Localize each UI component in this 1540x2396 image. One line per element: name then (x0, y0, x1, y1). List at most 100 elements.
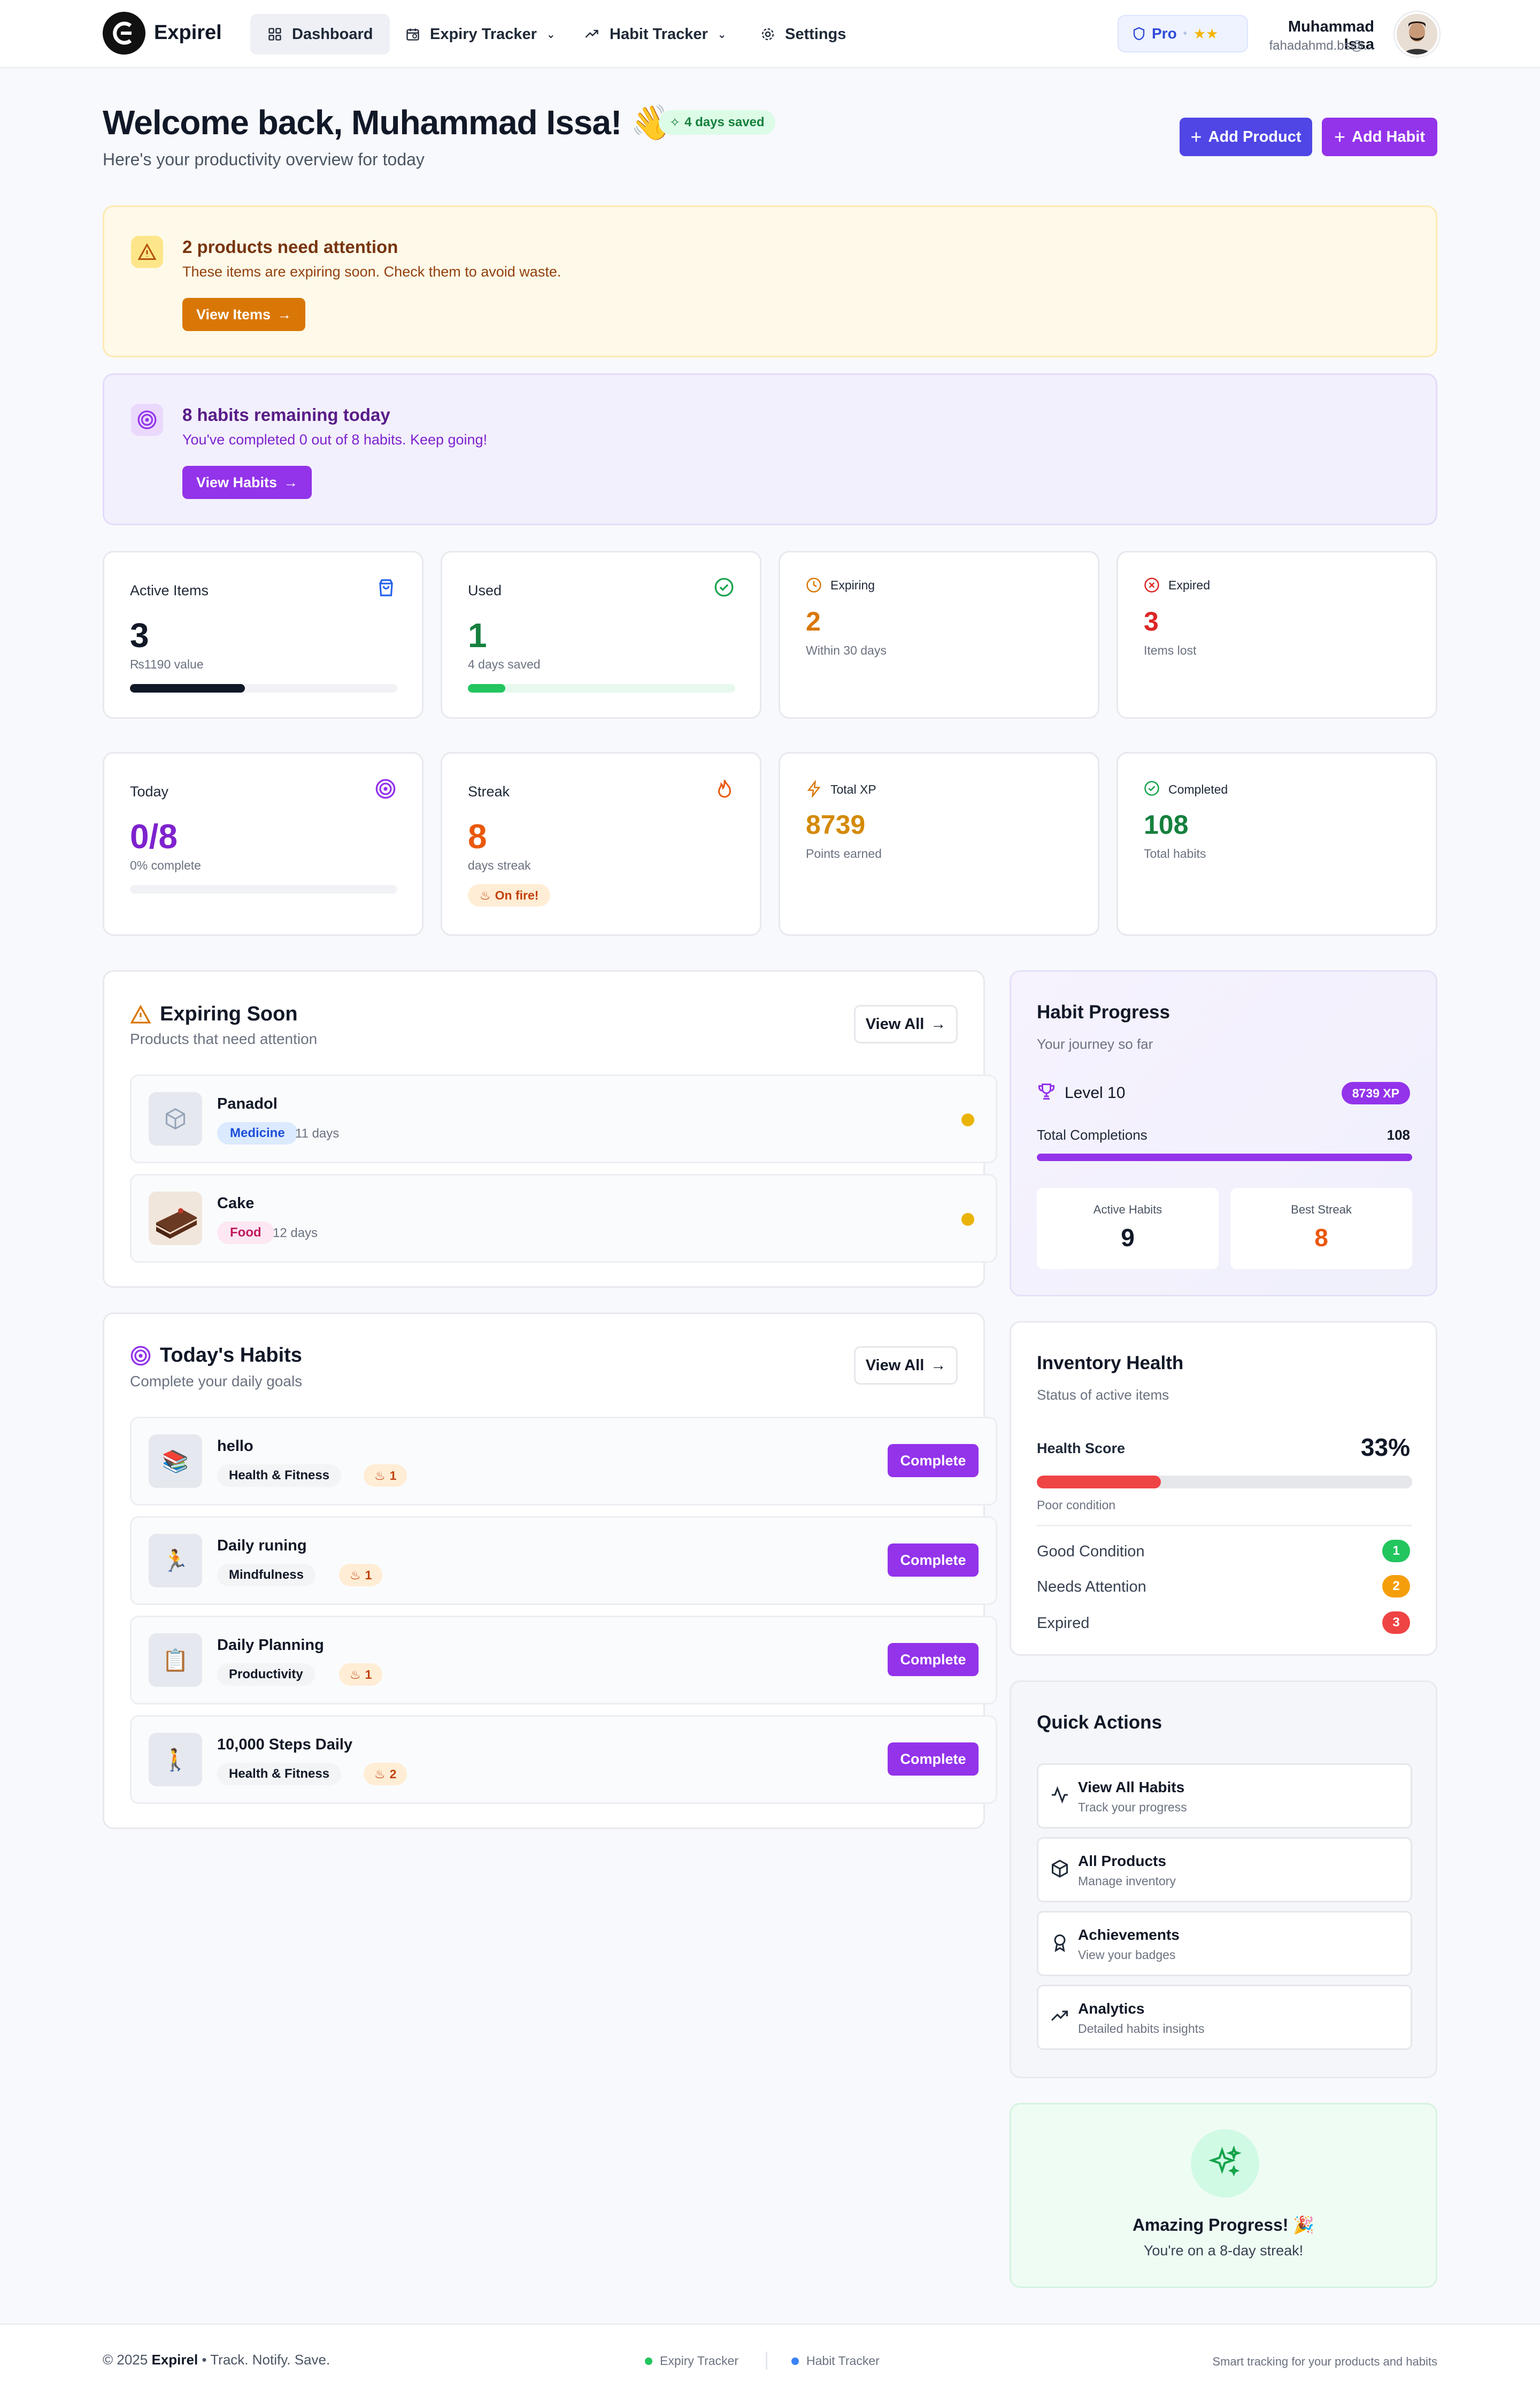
quick-action-analytics[interactable]: Analytics Detailed habits insights (1037, 1985, 1412, 2050)
habit-row: 📚 hello Health & Fitness ♨ 1 Complete (130, 1417, 997, 1506)
stat-caption: days streak (468, 858, 531, 872)
add-product-button[interactable]: + Add Product (1180, 118, 1312, 156)
view-all-label: View All (865, 1015, 925, 1033)
expired-count: 3 (1382, 1611, 1410, 1634)
add-habit-label: Add Habit (1352, 128, 1425, 145)
list-item[interactable]: Cake Food 12 days (130, 1174, 997, 1263)
sparkles-icon: ✧ (669, 115, 681, 130)
x-circle-icon (1144, 578, 1159, 593)
footer-brand: Expirel (151, 2352, 198, 2368)
alert-description: These items are expiring soon. Check the… (182, 264, 561, 280)
nav-dashboard[interactable]: Dashboard (250, 14, 390, 55)
list-item[interactable]: Panadol Medicine 11 days (130, 1074, 997, 1163)
nav-habit-tracker[interactable]: Habit Tracker ⌄ (567, 14, 744, 55)
todays-habits-panel: Today's Habits Complete your daily goals… (103, 1312, 997, 1829)
products-attention-alert: 2 products need attention These items ar… (103, 205, 1437, 357)
complete-habit-button[interactable]: Complete (888, 1444, 979, 1477)
quick-action-view-habits[interactable]: View All Habits Track your progress (1037, 1763, 1412, 1829)
activity-icon (1052, 1786, 1068, 1804)
check-circle-icon (1144, 781, 1159, 796)
shopping-bag-icon (379, 579, 393, 596)
on-fire-badge: ♨ On fire! (468, 884, 551, 907)
habit-progress-subtitle: Your journey so far (1037, 1036, 1153, 1052)
section-subtitle: Products that need attention (130, 1031, 318, 1047)
plus-icon: + (1190, 126, 1202, 148)
needs-attention-count: 2 (1382, 1575, 1410, 1598)
days-saved-badge: ✧ 4 days saved (659, 110, 775, 135)
today-bar (130, 885, 397, 894)
flame-icon: ♨ (374, 1468, 386, 1483)
product-name: Panadol (217, 1095, 278, 1112)
copyright: © 2025 Expirel • Track. Notify. Save. (103, 2352, 330, 2368)
pro-plan-badge[interactable]: Pro • ★★ (1118, 15, 1248, 52)
copyright-prefix: © 2025 (103, 2352, 152, 2368)
active-items-bar (130, 684, 397, 693)
quick-action-desc: Track your progress (1078, 1800, 1187, 1814)
completions-bar (1037, 1154, 1412, 1161)
category-tag: Food (217, 1222, 274, 1244)
nav-settings-label: Settings (785, 25, 846, 43)
footer-link-habit[interactable]: Habit Tracker (791, 2354, 880, 2368)
quick-action-desc: View your badges (1078, 1948, 1176, 1962)
good-condition-label: Good Condition (1037, 1543, 1145, 1560)
box-icon (149, 1092, 202, 1146)
trending-up-icon (585, 29, 598, 38)
stat-value: 3 (130, 616, 149, 655)
trending-icon (1051, 2010, 1068, 2021)
habit-streak-badge: ♨ 1 (364, 1464, 407, 1487)
stat-label: Today (130, 784, 169, 800)
category-tag: Medicine (217, 1122, 298, 1145)
footer-link-expiry[interactable]: Expiry Tracker (645, 2354, 738, 2368)
view-all-habits-button[interactable]: View All → (854, 1346, 958, 1385)
shield-icon (1133, 27, 1145, 41)
view-items-button[interactable]: View Items → (182, 298, 306, 331)
status-dot (961, 1113, 974, 1126)
habit-streak-badge: ♨ 1 (339, 1564, 383, 1586)
plan-label: Pro (1152, 25, 1177, 42)
footer-divider (766, 2352, 767, 2370)
blue-dot (791, 2357, 799, 2365)
avatar[interactable] (1395, 12, 1439, 57)
grid-icon (268, 28, 281, 41)
alert-title: 2 products need attention (182, 237, 398, 257)
view-habits-button[interactable]: View Habits → (182, 466, 312, 499)
alert-triangle-icon (130, 1004, 151, 1024)
brand-logo[interactable] (103, 12, 145, 55)
best-streak-tile: Best Streak 8 (1230, 1188, 1412, 1269)
view-items-label: View Items (196, 306, 271, 322)
progress-title: Amazing Progress! 🎉 (1132, 2215, 1315, 2234)
add-habit-button[interactable]: + Add Habit (1322, 118, 1437, 156)
stat-value: 2 (806, 606, 821, 636)
nav-settings[interactable]: Settings (743, 14, 863, 55)
complete-habit-button[interactable]: Complete (888, 1643, 979, 1676)
complete-habit-button[interactable]: Complete (888, 1742, 979, 1776)
quick-action-name: All Products (1078, 1853, 1166, 1869)
stat-used: Used 1 4 days saved (441, 551, 761, 719)
days-saved-label: 4 days saved (684, 115, 765, 129)
expiring-soon-title: Expiring Soon (160, 1003, 298, 1025)
top-navbar: Expirel Dashboard Expiry Tracker ⌄ Habit… (0, 0, 1540, 68)
habit-progress-panel: Habit Progress Your journey so far Level… (1010, 970, 1437, 1296)
zap-icon (807, 780, 821, 797)
view-all-products-button[interactable]: View All → (854, 1005, 958, 1043)
separator-dot: • (1183, 27, 1187, 40)
quick-action-achievements[interactable]: Achievements View your badges (1037, 1911, 1412, 1976)
footer-tagline: • Track. Notify. Save. (198, 2352, 330, 2368)
habit-category: Health & Fitness (217, 1464, 342, 1487)
best-streak-label: Best Streak (1291, 1203, 1352, 1216)
best-streak-value: 8 (1314, 1224, 1328, 1251)
stat-value: 108 (1144, 810, 1189, 840)
stat-caption: Within 30 days (806, 643, 887, 657)
section-title: Today's Habits (130, 1344, 302, 1367)
nav-expiry-tracker[interactable]: Expiry Tracker ⌄ (388, 14, 573, 55)
habit-row: 🚶 10,000 Steps Daily Health & Fitness ♨ 2… (130, 1715, 997, 1804)
target-icon (131, 404, 163, 436)
inventory-subtitle: Status of active items (1037, 1387, 1169, 1403)
habit-name: 10,000 Steps Daily (217, 1736, 353, 1753)
stat-caption: Items lost (1144, 643, 1197, 657)
complete-habit-button[interactable]: Complete (888, 1543, 979, 1577)
total-completions-value: 108 (1387, 1127, 1410, 1143)
flame-icon (718, 780, 732, 798)
quick-action-all-products[interactable]: All Products Manage inventory (1037, 1837, 1412, 1902)
habit-category: Health & Fitness (217, 1763, 342, 1785)
